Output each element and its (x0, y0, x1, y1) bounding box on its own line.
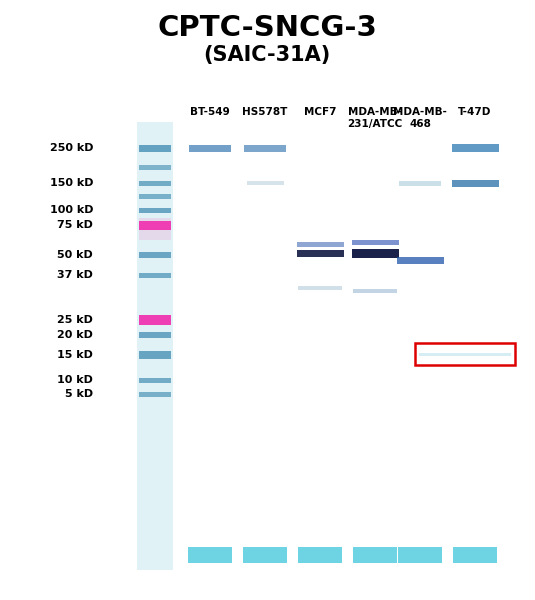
Bar (296, 241, 343, 247)
Bar (139, 208, 171, 212)
Bar (244, 145, 286, 151)
Bar (419, 352, 511, 355)
Bar (351, 239, 399, 245)
Bar (353, 547, 397, 563)
Text: 75 kD: 75 kD (57, 220, 93, 230)
Bar (139, 332, 171, 338)
Bar (139, 377, 171, 383)
Bar (351, 248, 399, 257)
Bar (137, 122, 173, 570)
Text: HS578T: HS578T (242, 107, 288, 117)
Text: 100 kD: 100 kD (50, 205, 93, 215)
Bar (396, 257, 444, 263)
Text: 5 kD: 5 kD (65, 389, 93, 399)
Bar (139, 351, 171, 359)
Bar (139, 272, 171, 277)
Bar (139, 145, 171, 151)
Bar (139, 218, 171, 240)
Bar (243, 547, 287, 563)
Text: MDA-MB-
231/ATCC: MDA-MB- 231/ATCC (347, 107, 403, 128)
Bar (139, 391, 171, 397)
Bar (139, 252, 171, 258)
Text: MCF7: MCF7 (304, 107, 337, 117)
Bar (452, 144, 499, 152)
Bar (298, 286, 342, 290)
Bar (399, 181, 441, 185)
Text: 10 kD: 10 kD (57, 375, 93, 385)
Text: 50 kD: 50 kD (57, 250, 93, 260)
Bar (139, 193, 171, 199)
Text: 20 kD: 20 kD (57, 330, 93, 340)
Text: 37 kD: 37 kD (57, 270, 93, 280)
Bar (189, 145, 231, 151)
Bar (415, 343, 515, 365)
Text: MDA-MB-
468: MDA-MB- 468 (393, 107, 447, 128)
Text: 25 kD: 25 kD (57, 315, 93, 325)
Bar (139, 164, 171, 169)
Bar (298, 547, 342, 563)
Text: 250 kD: 250 kD (50, 143, 93, 153)
Bar (398, 547, 442, 563)
Bar (139, 220, 171, 229)
Bar (353, 289, 397, 293)
Bar (296, 250, 343, 257)
Text: (SAIC-31A): (SAIC-31A) (203, 45, 331, 65)
Bar (139, 181, 171, 185)
Text: 150 kD: 150 kD (50, 178, 93, 188)
Text: BT-549: BT-549 (190, 107, 230, 117)
Bar (139, 315, 171, 325)
Bar (247, 181, 284, 185)
Text: T-47D: T-47D (458, 107, 492, 117)
Bar (452, 179, 499, 187)
Bar (188, 547, 232, 563)
Text: 15 kD: 15 kD (57, 350, 93, 360)
Text: CPTC-SNCG-3: CPTC-SNCG-3 (157, 14, 377, 42)
Bar (453, 547, 497, 563)
